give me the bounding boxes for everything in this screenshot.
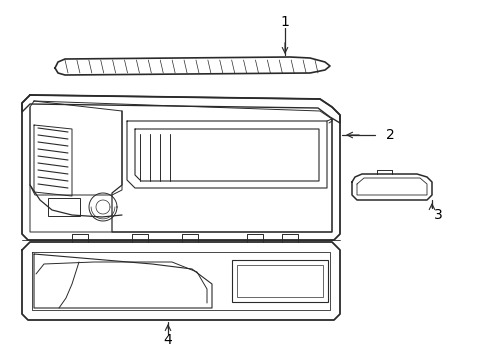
Bar	[48, 198, 80, 216]
Bar	[232, 260, 328, 302]
Text: 3: 3	[434, 208, 442, 222]
Text: 1: 1	[281, 15, 290, 29]
Text: 2: 2	[386, 128, 394, 142]
Text: 4: 4	[164, 333, 172, 347]
Bar	[237, 265, 323, 297]
